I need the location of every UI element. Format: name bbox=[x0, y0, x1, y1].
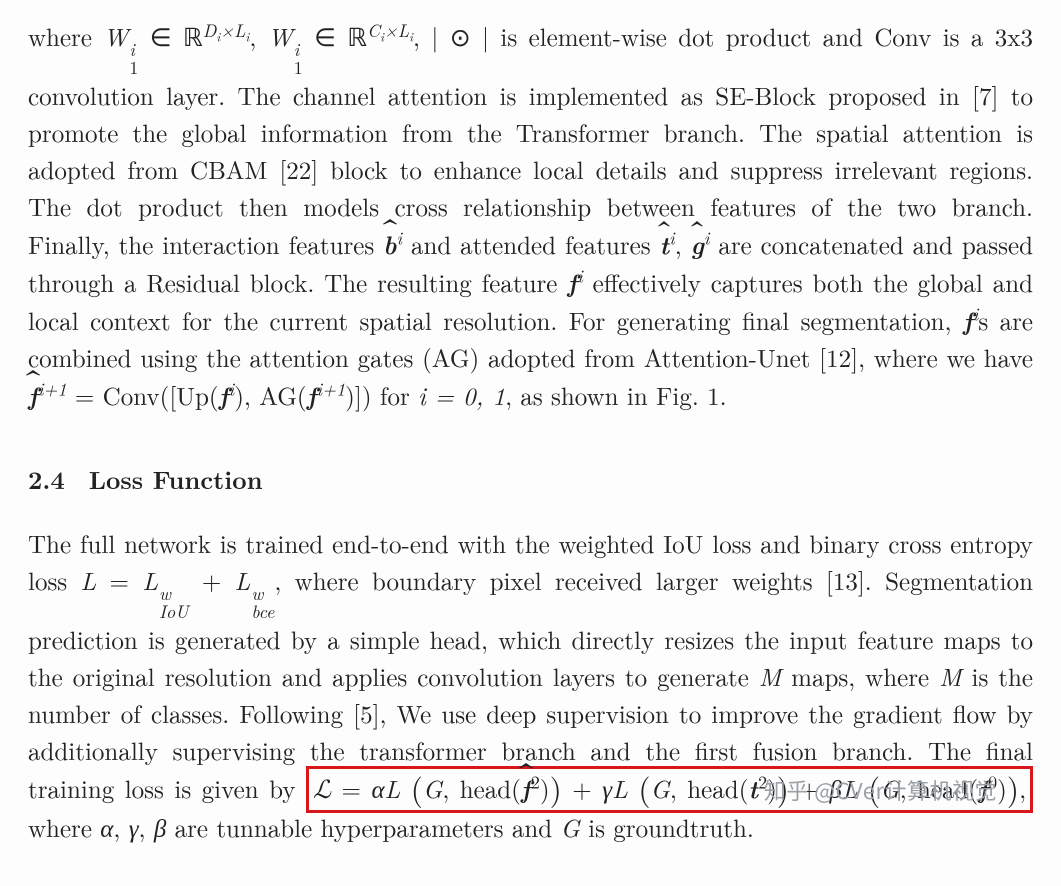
math-hat: b bbox=[383, 225, 396, 263]
math-var: β bbox=[829, 771, 841, 806]
text: + bbox=[562, 771, 602, 806]
math-cal: ℒ bbox=[313, 777, 331, 804]
sub: 1 bbox=[129, 59, 138, 77]
math-var: β bbox=[154, 810, 166, 845]
math-var: f bbox=[521, 769, 531, 806]
text: + bbox=[189, 563, 235, 598]
math-var: γ bbox=[129, 810, 139, 845]
text: , as shown in Fig. 1. bbox=[505, 378, 726, 413]
text: are tunnable hyperparameters and bbox=[166, 810, 560, 845]
math-var: α bbox=[371, 771, 384, 806]
sup: Ci×Li bbox=[367, 18, 413, 43]
section-heading-2-4: 2.4 Loss Function bbox=[28, 462, 1033, 497]
math-var: γ bbox=[602, 771, 612, 806]
math-var: f bbox=[307, 376, 317, 413]
sup: 2 bbox=[758, 769, 767, 794]
math-var: α bbox=[100, 810, 113, 845]
text: head bbox=[687, 771, 738, 806]
paren: ) bbox=[777, 766, 789, 810]
text: , bbox=[249, 19, 267, 54]
text: ), AG( bbox=[234, 378, 306, 413]
math-var: t bbox=[660, 225, 670, 262]
sup: 0 bbox=[988, 769, 997, 794]
math-var: f bbox=[963, 301, 973, 338]
text: + bbox=[789, 771, 829, 806]
text: , bbox=[670, 771, 687, 806]
math-blackboard: ℝ bbox=[347, 25, 367, 52]
math-var: L bbox=[235, 563, 251, 598]
text: ∈ bbox=[303, 19, 348, 54]
text: maps, where bbox=[781, 659, 939, 694]
math-var: b bbox=[383, 225, 396, 262]
text: where bbox=[28, 810, 100, 845]
highlighted-loss-equation: ℒ = αL (G, head(f2)) + γL (G, head(t2)) … bbox=[306, 766, 1033, 813]
math-var: L bbox=[385, 771, 401, 806]
text: ∈ bbox=[138, 19, 183, 54]
math-hat: g bbox=[691, 225, 704, 263]
sub: bce bbox=[251, 603, 274, 621]
paren: ) bbox=[1007, 766, 1019, 810]
math-hat: t bbox=[660, 225, 670, 263]
math-var: W bbox=[103, 19, 128, 54]
math-var: f bbox=[567, 263, 577, 300]
sup: i+1 bbox=[317, 377, 346, 402]
math-var: M bbox=[939, 659, 961, 694]
math-var: g bbox=[691, 225, 704, 262]
text: head bbox=[460, 771, 511, 806]
paren: ( bbox=[868, 766, 880, 810]
sub: IoU bbox=[159, 603, 189, 621]
math-hat: f bbox=[28, 376, 38, 414]
math-blackboard: ℝ bbox=[183, 25, 203, 52]
math-var: f bbox=[28, 376, 38, 413]
text: is groundtruth. bbox=[580, 810, 754, 845]
text: , bbox=[442, 771, 459, 806]
paren: ( bbox=[411, 766, 423, 810]
math-var: G bbox=[423, 771, 442, 806]
math-var: L bbox=[842, 771, 858, 806]
math-var: G bbox=[880, 771, 899, 806]
math-var: M bbox=[759, 659, 781, 694]
math-var: f bbox=[978, 769, 988, 806]
text: where bbox=[28, 19, 103, 54]
text: , bbox=[900, 771, 917, 806]
sup: Di×Li bbox=[203, 18, 250, 43]
math-hat: f bbox=[521, 769, 531, 807]
text: )]) for bbox=[345, 378, 418, 413]
math-var: t bbox=[748, 769, 758, 806]
sub: 1 bbox=[294, 59, 303, 77]
math-var: f bbox=[219, 376, 229, 413]
section-title: Loss Function bbox=[89, 462, 263, 497]
math-var: W bbox=[268, 19, 293, 54]
text: = bbox=[96, 563, 142, 598]
math-var: i = 0, 1 bbox=[418, 378, 505, 413]
text: head bbox=[917, 771, 968, 806]
math-var: L bbox=[142, 563, 158, 598]
paren: ) bbox=[550, 766, 562, 810]
math-var: G bbox=[560, 810, 579, 845]
body-paragraph-1: where Wi1 ∈ ℝDi×Li, Wi1 ∈ ℝCi×Li, | ⊙ | … bbox=[28, 18, 1033, 414]
math-var: L bbox=[81, 563, 97, 598]
text: = bbox=[331, 771, 371, 806]
math-var: G bbox=[650, 771, 669, 806]
text: and attended features bbox=[402, 227, 660, 262]
text: = Conv([Up( bbox=[67, 378, 219, 413]
math-var: L bbox=[612, 771, 628, 806]
paren: ( bbox=[638, 766, 650, 810]
section-number: 2.4 bbox=[28, 462, 65, 497]
body-paragraph-2: The full network is trained end-to-end w… bbox=[28, 525, 1033, 846]
text: , | ⊙ | is element-wise dot product and … bbox=[28, 19, 1033, 262]
